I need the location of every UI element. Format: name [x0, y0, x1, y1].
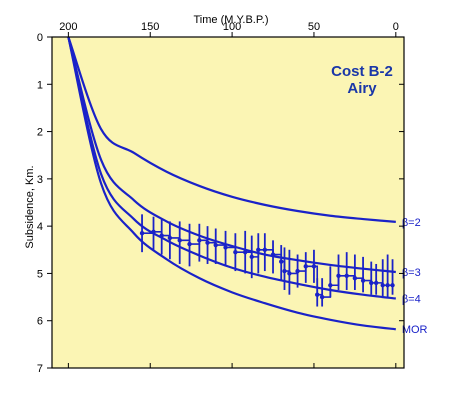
x-tick-label: 100: [223, 21, 241, 33]
curve-label-2: β=3: [402, 267, 421, 279]
plot-border: [51, 36, 405, 369]
curve-4: [67, 36, 396, 331]
y-tick-label: 3: [37, 174, 43, 186]
y-tick-label: 4: [37, 221, 43, 233]
x-tick-label: 50: [308, 21, 320, 33]
y-tick-label: 0: [37, 32, 43, 44]
curve-3: [67, 36, 396, 300]
curve-1: [67, 36, 396, 223]
x-axis-title: Time (M.Y.B.P.): [194, 14, 269, 26]
y-tick-label: 2: [37, 127, 43, 139]
y-axis-title: Subsidence, Km.: [24, 165, 36, 248]
y-tick-label: 5: [37, 268, 43, 280]
y-tick-label: 1: [37, 79, 43, 91]
panel-subtitle: Airy: [347, 80, 377, 97]
plot-area: [52, 37, 404, 368]
y-tick-label: 7: [37, 363, 43, 375]
x-tick-label: 200: [59, 21, 77, 33]
y-tick-label: 6: [37, 316, 43, 328]
curve-label-4: MOR: [402, 324, 428, 336]
x-tick-label: 150: [141, 21, 159, 33]
axis-ticks: 200 150 100 50 0 0 1 2 3 4 5 6 7: [37, 21, 404, 375]
x-tick-label: 0: [393, 21, 399, 33]
curve-label-3: β=4: [402, 293, 421, 305]
curve-label-1: β=2: [402, 217, 421, 229]
plot-frame: [51, 36, 405, 369]
model-curves-layer: β=2 β=3 β=4 MOR: [67, 36, 428, 336]
curve-2: [67, 36, 396, 274]
panel-title: Cost B-2: [331, 63, 393, 80]
plot-background: [52, 37, 404, 368]
